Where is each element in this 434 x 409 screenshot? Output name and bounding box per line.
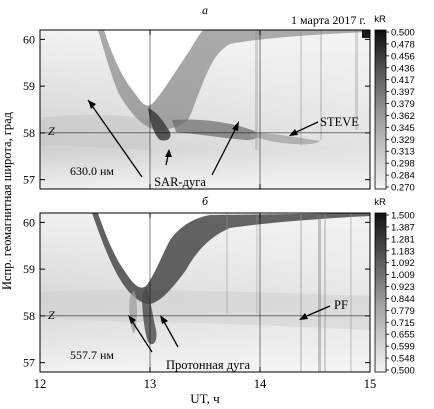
panel-a-ticks: 60 59 58 57: [23, 30, 371, 189]
colorbar-tick-label: 0.345: [391, 123, 415, 134]
y-tick-label: 60: [23, 215, 35, 229]
proton-arc-label: Протонная дуга: [166, 358, 250, 372]
colorbar-tick-label: 0.844: [391, 294, 415, 305]
colorbar-tick-label: 1.281: [391, 234, 415, 245]
panel-b-colorbar-ticks: 1.5001.3871.2811.1831.0921.0090.9230.844…: [386, 211, 415, 377]
colorbar-tick-label: 0.313: [391, 147, 415, 158]
colorbar-tick-label: 0.500: [391, 366, 415, 377]
colorbar-tick-label: 0.397: [391, 87, 415, 98]
panel-b-label: б: [202, 194, 209, 208]
y-tick-label: 57: [23, 173, 35, 187]
colorbar-tick-label: 0.379: [391, 99, 415, 110]
x-tick-label: 14: [254, 377, 267, 391]
panel-b-z-label: Z: [48, 308, 55, 322]
colorbar-tick-label: 1.500: [391, 211, 415, 222]
panel-a-grid: [40, 30, 370, 189]
date-label: 1 марта 2017 г.: [291, 13, 366, 27]
panel-b-grid: [40, 213, 370, 372]
y-tick-label: 59: [23, 262, 35, 276]
colorbar-tick-label: 0.362: [391, 111, 415, 122]
sar-arc-label: SAR-дуга: [154, 175, 206, 189]
panel-a-colorbar: [374, 29, 387, 190]
colorbar-tick-label: 0.655: [391, 330, 415, 341]
colorbar-tick-label: 1.183: [391, 246, 415, 257]
x-tick-label: 15: [364, 377, 377, 391]
colorbar-tick-label: 0.329: [391, 135, 415, 146]
colorbar-tick-label: 0.779: [391, 306, 415, 317]
y-axis-label: Испр. геомагнитная широта, град: [0, 111, 14, 290]
colorbar-tick-label: 1.092: [391, 258, 415, 269]
panel-b-colorbar-unit: kR: [374, 197, 386, 208]
y-tick-label: 58: [23, 309, 35, 323]
panel-a-label: а: [202, 3, 208, 17]
panel-a-image: [40, 30, 370, 189]
colorbar-tick-label: 0.500: [391, 28, 415, 39]
panel-b-colorbar: [374, 212, 387, 373]
panel-a-z-label: Z: [48, 124, 55, 138]
colorbar-tick-label: 0.284: [391, 171, 415, 182]
colorbar-tick-label: 0.436: [391, 63, 415, 74]
panel-a: 60 59 58 57 а 1 марта 2017 г. 630.0 нм Z SA…: [23, 3, 415, 194]
colorbar-tick-label: 0.548: [391, 354, 415, 365]
y-tick-label: 60: [23, 32, 35, 46]
colorbar-tick-label: 0.456: [391, 51, 415, 62]
panel-b-ticks: 60 59 58 57: [23, 213, 371, 372]
panel-a-colorbar-ticks: 0.5000.4780.4560.4360.4170.3970.3790.362…: [386, 28, 415, 194]
x-tick-label: 12: [34, 377, 47, 391]
colorbar-tick-label: 0.270: [391, 183, 415, 194]
colorbar-tick-label: 0.478: [391, 39, 415, 50]
panel-a-wavelength: 630.0 нм: [70, 164, 114, 178]
pf-label: PF: [334, 298, 348, 312]
proton-arc-annotation: Протонная дуга: [128, 315, 250, 372]
y-tick-label: 58: [23, 126, 35, 140]
steve-label: STEVE: [320, 115, 359, 129]
x-axis-label: UT, ч: [190, 391, 220, 406]
panel-a-frame: [39, 29, 371, 190]
pf-annotation: PF: [299, 298, 348, 320]
x-tick-label: 13: [144, 377, 157, 391]
panel-b-frame: [39, 212, 371, 373]
sar-arc-annotation: SAR-дуга: [87, 99, 239, 189]
panel-b-wavelength: 557.7 нм: [70, 348, 114, 362]
colorbar-tick-label: 1.009: [391, 270, 415, 281]
colorbar-tick-label: 0.298: [391, 159, 415, 170]
colorbar-tick-label: 0.923: [391, 282, 415, 293]
colorbar-tick-label: 0.417: [391, 75, 415, 86]
steve-annotation: STEVE: [289, 115, 359, 136]
colorbar-tick-label: 1.387: [391, 222, 415, 233]
colorbar-tick-label: 0.715: [391, 318, 415, 329]
y-tick-label: 59: [23, 79, 35, 93]
colorbar-tick-label: 0.599: [391, 342, 415, 353]
x-axis-ticks: 12 13 14 15: [34, 377, 377, 391]
panel-a-colorbar-unit: kR: [374, 14, 386, 25]
panel-b-image: [40, 213, 370, 372]
y-tick-label: 57: [23, 356, 35, 370]
